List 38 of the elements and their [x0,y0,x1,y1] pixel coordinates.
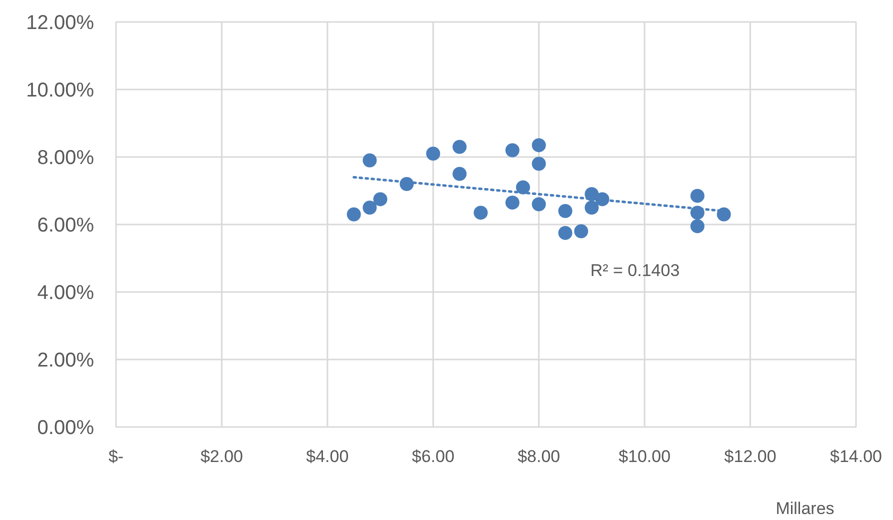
point [346,207,361,222]
point [558,204,572,218]
x-tick-label: $10.00 [618,447,671,466]
x-tick-label: $8.00 [518,447,560,466]
point [362,153,377,168]
y-tick-label: 12.00% [26,12,94,34]
x-tick-label: $4.00 [306,447,349,466]
point [426,146,440,161]
x-tick-label: $14.00 [830,447,882,466]
point [452,166,467,181]
y-tick-label: 6.00% [37,214,94,236]
annotation: R² = 0.1403 [590,261,680,280]
x-tick-label: $- [108,447,124,466]
point [532,197,546,212]
point [532,156,546,171]
point [505,196,520,210]
x-tick-label: $2.00 [200,447,243,466]
x-tick-label: $12.00 [724,447,776,466]
point [452,140,467,154]
x-axis-title: Millares [776,499,834,518]
point [505,143,520,158]
point [558,226,572,240]
point [516,180,530,194]
y-tick-label: 4.00% [37,282,94,304]
point [474,206,488,220]
point [584,200,599,215]
point [690,188,704,203]
y-tick-label: 0.00% [37,417,94,439]
point [532,138,546,152]
y-tick-label: 8.00% [37,147,94,169]
point [716,207,731,222]
point [574,224,588,238]
point [690,219,704,234]
y-tick-label: 2.00% [37,350,94,372]
point [373,192,388,206]
point [362,200,377,215]
x-tick-label: $6.00 [412,447,454,466]
y-tick-label: 10.00% [26,80,94,102]
